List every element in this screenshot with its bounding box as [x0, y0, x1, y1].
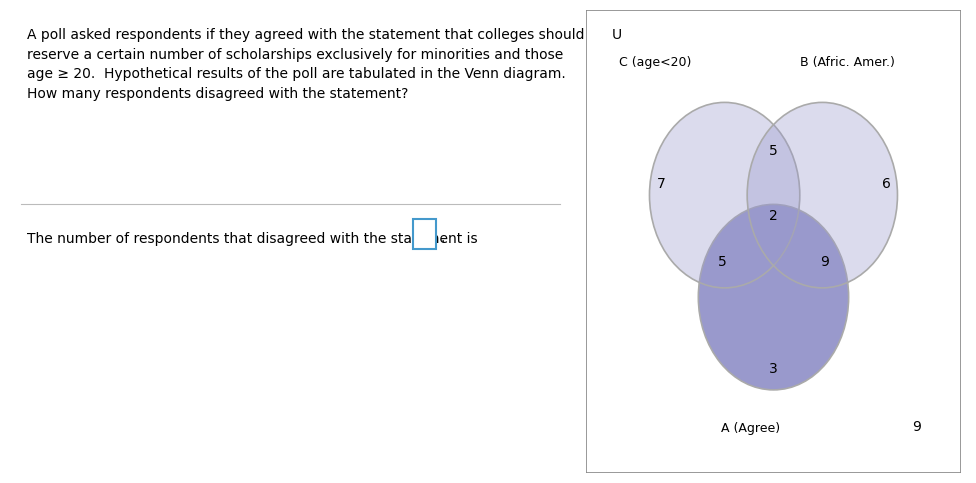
Text: .: . — [441, 231, 445, 245]
Text: The number of respondents that disagreed with the statement is: The number of respondents that disagreed… — [26, 232, 477, 246]
Text: 9: 9 — [912, 420, 920, 434]
Circle shape — [699, 204, 849, 390]
Text: A poll asked respondents if they agreed with the statement that colleges should
: A poll asked respondents if they agreed … — [26, 28, 584, 101]
Text: 5: 5 — [769, 144, 778, 158]
Text: C (age<20): C (age<20) — [620, 56, 692, 69]
Bar — [413, 219, 436, 249]
Text: 3: 3 — [769, 362, 778, 376]
Text: 7: 7 — [657, 177, 665, 190]
Text: U: U — [612, 28, 622, 42]
Text: A (Agree): A (Agree) — [721, 422, 780, 435]
Text: B (Afric. Amer.): B (Afric. Amer.) — [799, 56, 895, 69]
Text: 6: 6 — [881, 177, 891, 190]
Circle shape — [748, 102, 898, 288]
Text: 9: 9 — [820, 256, 829, 270]
Text: 5: 5 — [718, 256, 727, 270]
Circle shape — [649, 102, 799, 288]
Text: 2: 2 — [769, 209, 778, 223]
